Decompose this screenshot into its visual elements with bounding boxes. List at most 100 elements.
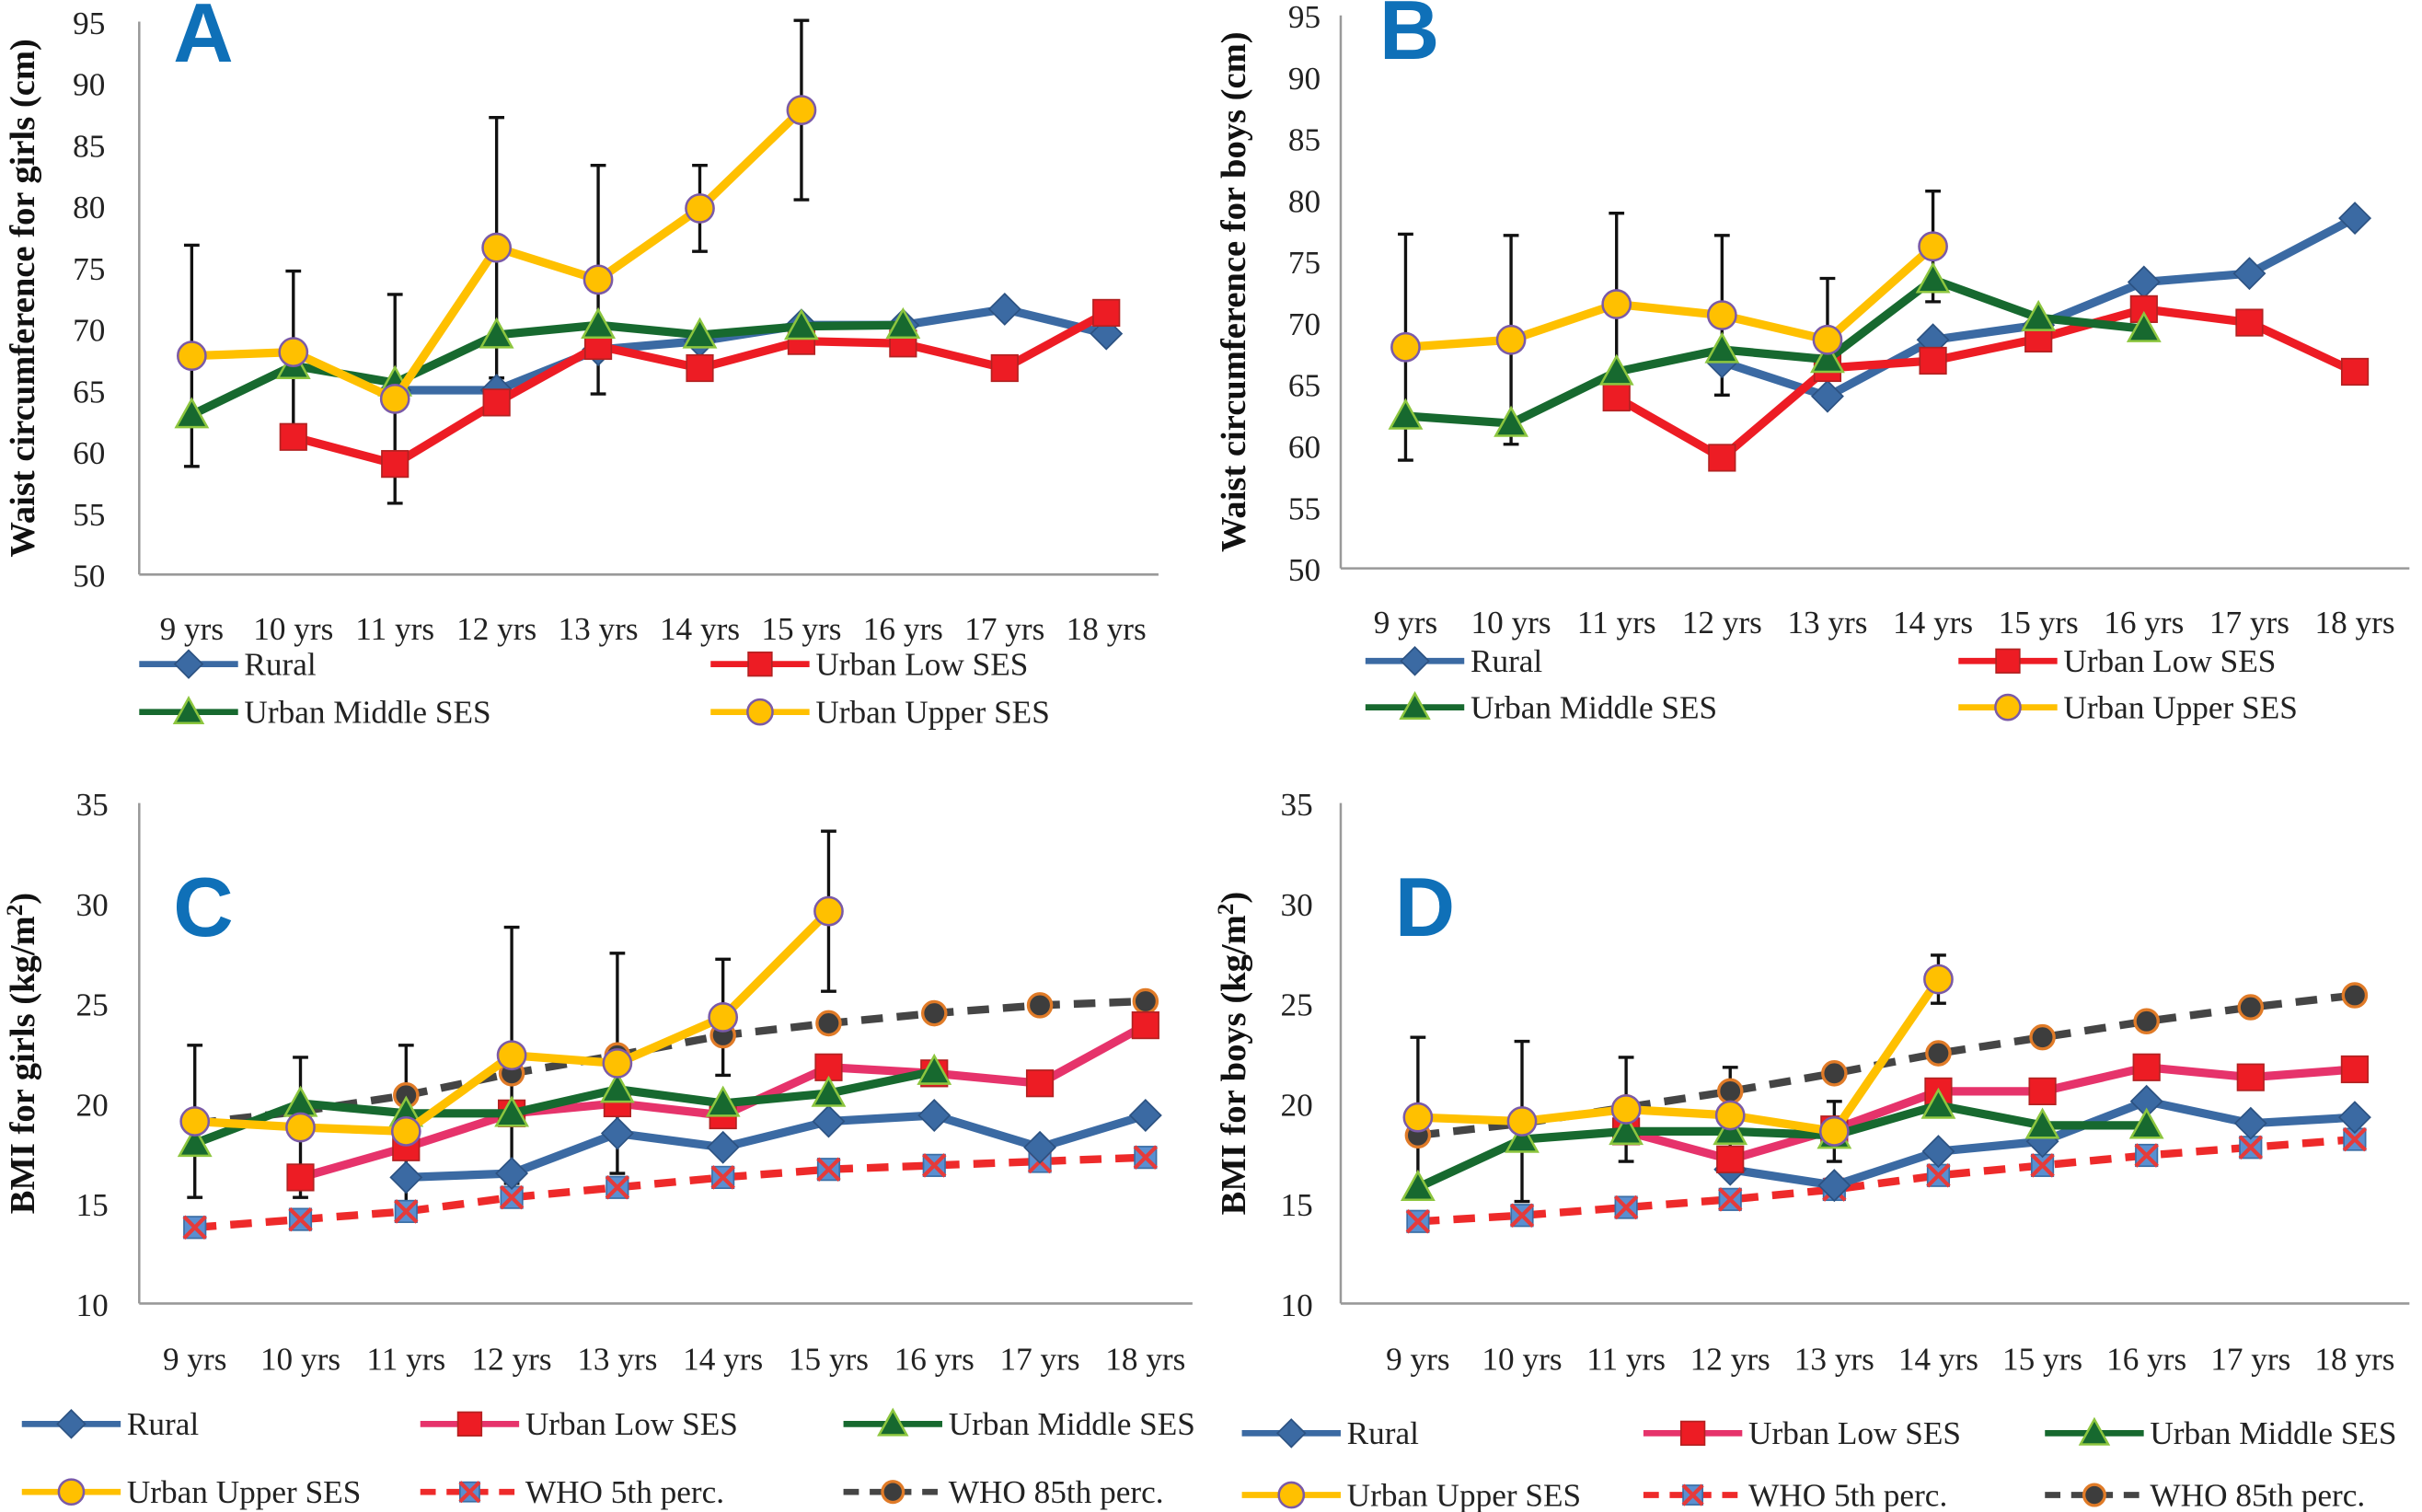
x-tick-label: 17 yrs [2210, 1342, 2290, 1378]
data-point-urban-low-ses [2340, 1055, 2370, 1084]
data-point-urban-middle-ses [1920, 1087, 1956, 1119]
data-point-urban-middle-ses [2128, 1107, 2164, 1139]
legend-label: Urban Middle SES [244, 694, 490, 730]
series-line-who-85th-perc [194, 997, 1147, 1127]
legend-marker [881, 1480, 905, 1505]
x-tick-label: 11 yrs [1586, 1342, 1666, 1378]
data-point-urban-low-ses [286, 1163, 315, 1192]
data-point-who-5th-perc-cross [394, 1199, 419, 1224]
x-tick-label: 17 yrs [964, 611, 1044, 647]
x-tick-label: 17 yrs [999, 1342, 1079, 1378]
legend-marker [1277, 1481, 1306, 1509]
data-point-urban-upper-ses [278, 337, 309, 368]
data-point-urban-upper-ses [685, 193, 715, 224]
x-tick-label: 13 yrs [1794, 1342, 1874, 1378]
x-tick-label: 11 yrs [355, 611, 434, 647]
data-point-urban-upper-ses [813, 895, 844, 927]
legend-label: Rural [244, 646, 316, 682]
data-point-urban-middle-ses [1609, 1114, 1644, 1146]
y-tick-label: 10 [76, 1287, 109, 1323]
x-tick-label: 9 yrs [1386, 1342, 1450, 1378]
data-point-urban-upper-ses [1714, 1100, 1746, 1131]
legend-item: Urban Middle SES [1365, 689, 1717, 725]
y-tick-label: 20 [76, 1087, 109, 1123]
legend-label: Urban Low SES [525, 1406, 738, 1442]
data-point-rural [812, 1104, 846, 1138]
y-tick-label: 10 [1281, 1287, 1313, 1323]
data-point-who-85th-perc [2341, 982, 2369, 1009]
data-point-who-5th-perc-cross [2030, 1153, 2055, 1178]
y-tick-label: 65 [73, 374, 105, 410]
data-point-who-85th-perc [2029, 1023, 2056, 1051]
legend-marker [2082, 1483, 2106, 1507]
x-tick-label: 10 yrs [1471, 605, 1551, 641]
x-tick-label: 11 yrs [366, 1342, 445, 1378]
legend-item: Urban Upper SES [710, 694, 1050, 730]
data-point-urban-upper-ses [285, 1112, 316, 1143]
legend-item: Urban Low SES [1643, 1415, 1961, 1451]
x-tick-label: 15 yrs [2002, 1342, 2082, 1378]
y-tick-label: 70 [73, 313, 105, 349]
y-tick-label: 60 [73, 435, 105, 471]
y-axis-title: BMI for girls (kg/m2) [3, 893, 43, 1214]
series-line-urban-middle-ses [1415, 1101, 2147, 1192]
legend-label: WHO 5th perc. [1748, 1477, 1947, 1512]
data-point-who-5th-perc-cross [710, 1165, 735, 1190]
series-line-urban-upper-ses [1417, 976, 1943, 1137]
data-point-who-85th-perc [2133, 1008, 2160, 1035]
legend-marker [56, 1409, 86, 1439]
data-point-urban-upper-ses [1402, 1102, 1434, 1133]
data-point-urban-low-ses [2132, 1053, 2161, 1081]
x-tick-label: 12 yrs [472, 1342, 552, 1378]
legend-marker [172, 695, 205, 725]
x-tick-label: 12 yrs [1682, 605, 1762, 641]
legend-item: Urban Upper SES [21, 1474, 361, 1510]
x-tick-label: 15 yrs [789, 1342, 869, 1378]
data-point-who-5th-perc-cross [1717, 1187, 1743, 1212]
data-point-urban-low-ses [990, 353, 1019, 383]
series-line-urban-middle-ses [193, 1067, 936, 1148]
data-point-urban-middle-ses [1915, 261, 1951, 294]
x-tick-label: 10 yrs [1482, 1342, 1562, 1378]
data-point-urban-low-ses [1708, 444, 1736, 472]
data-point-urban-low-ses [2236, 1063, 2265, 1091]
data-point-urban-low-ses [1602, 383, 1631, 412]
legend-marker [1399, 690, 1431, 720]
legend-item: Rural [1241, 1415, 1419, 1451]
legend-marker [1275, 1418, 1307, 1449]
data-point-who-5th-perc-cross [182, 1215, 207, 1241]
legend-marker-cross [458, 1481, 481, 1504]
data-point-who-85th-perc [2237, 994, 2265, 1021]
panel-letter: B [1379, 0, 1439, 77]
x-tick-label: 10 yrs [253, 611, 333, 647]
x-tick-label: 16 yrs [2106, 1342, 2186, 1378]
data-point-urban-middle-ses [479, 317, 514, 349]
legend-item: WHO 85th perc. [2045, 1477, 2365, 1512]
data-point-urban-upper-ses [1506, 1106, 1538, 1137]
x-tick-label: 15 yrs [761, 611, 841, 647]
panel-b: 50 55 60 65 70 75 80 85 90 95 9 yrs 10 yrs 11 yrs 12 … [1215, 0, 2410, 725]
y-tick-label: 75 [73, 251, 105, 287]
legend-label: Urban Upper SES [1347, 1477, 1581, 1512]
data-point-urban-low-ses [1919, 346, 1947, 375]
data-point-who-5th-perc-cross [288, 1206, 313, 1232]
data-point-rural [2233, 1106, 2267, 1140]
data-point-rural [389, 1160, 423, 1195]
legend-marker [1995, 648, 2021, 674]
data-point-urban-low-ses [381, 450, 409, 479]
series-line-who-5th-perc [194, 1153, 1147, 1231]
data-point-urban-middle-ses [917, 1053, 952, 1085]
series-line-urban-middle-ses [190, 320, 904, 419]
legend-item: Urban Middle SES [843, 1406, 1195, 1442]
legend-item: WHO 5th perc. [1643, 1477, 1947, 1512]
data-point-who-5th-perc-cross [2134, 1143, 2159, 1168]
y-tick-label: 85 [73, 128, 105, 164]
data-point-rural [495, 1157, 529, 1191]
x-tick-label: 17 yrs [2209, 605, 2289, 641]
legend-label: Urban Low SES [815, 646, 1028, 682]
legend-label: Urban Middle SES [2150, 1415, 2396, 1451]
legend-marker [746, 698, 774, 726]
data-point-urban-upper-ses [1601, 289, 1632, 319]
legend-marker [57, 1478, 86, 1506]
